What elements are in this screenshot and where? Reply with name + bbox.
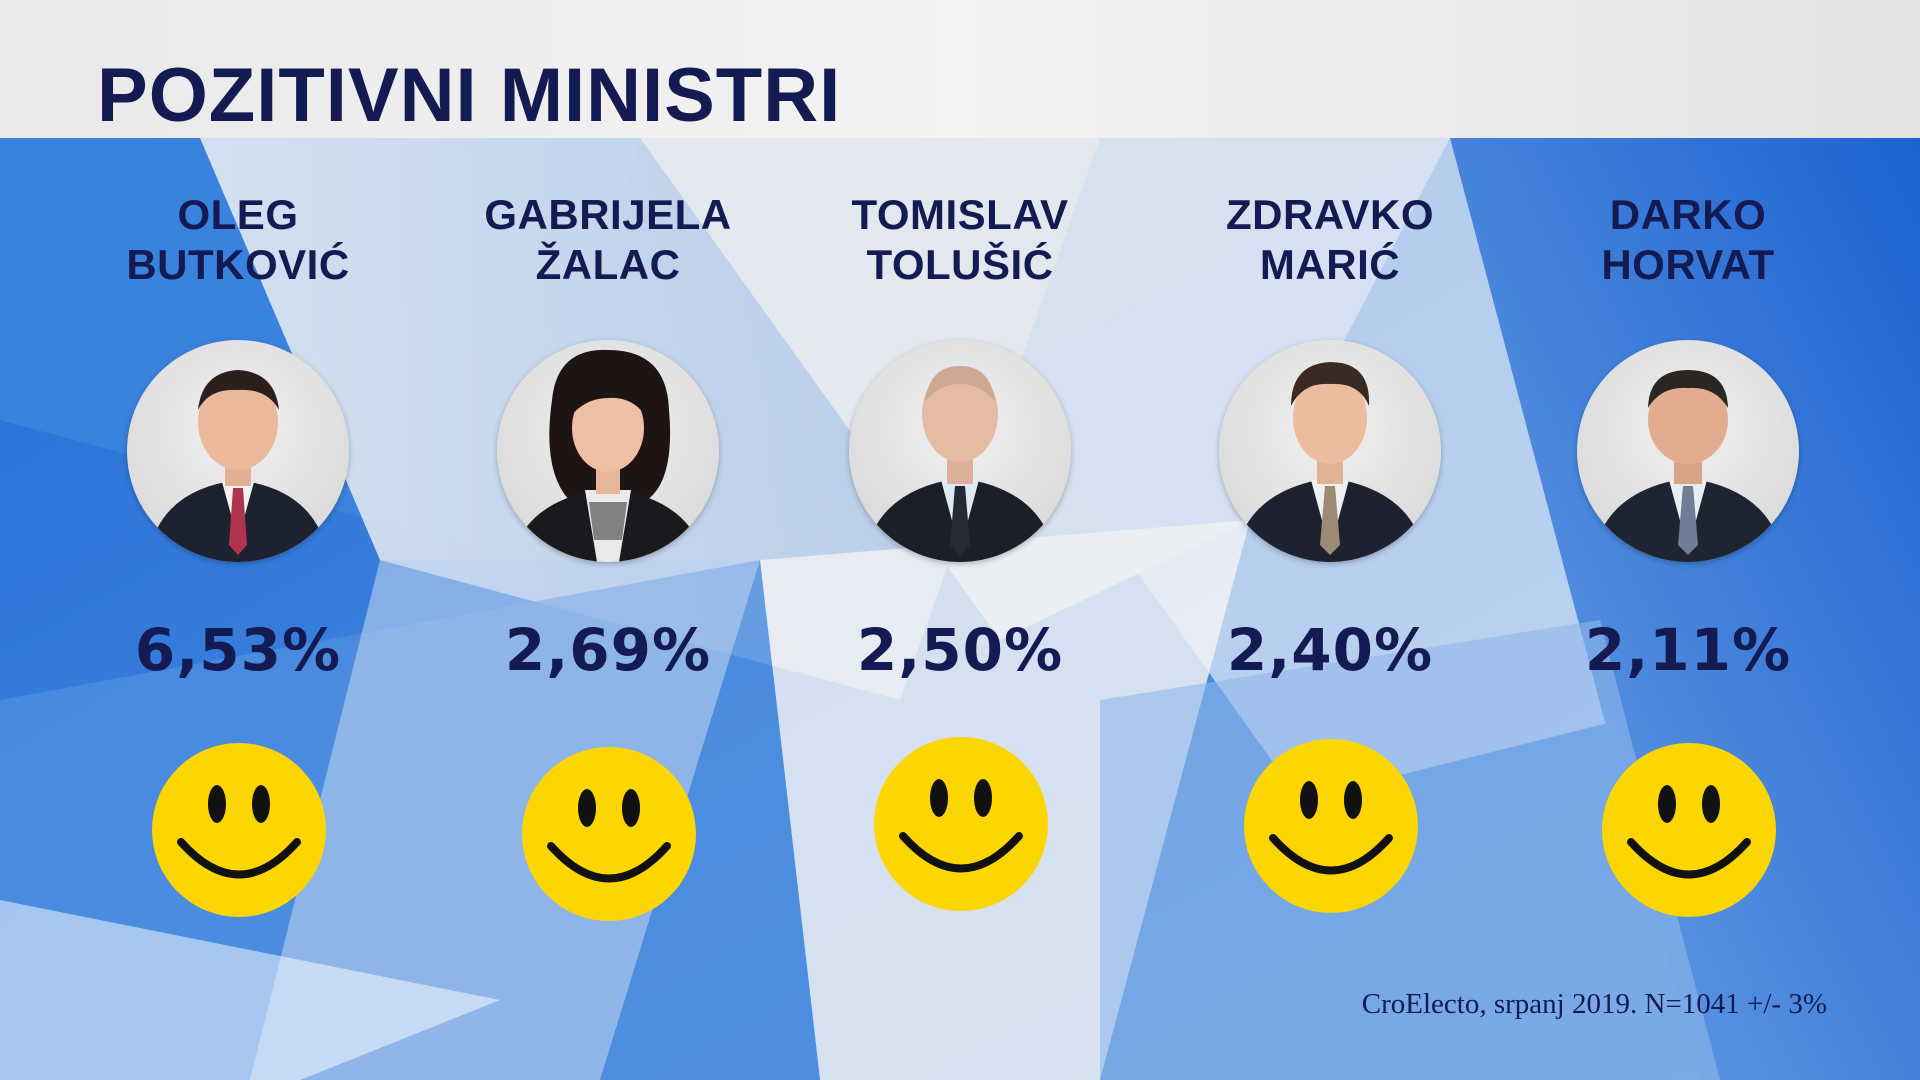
person-photo-icon xyxy=(147,370,329,562)
minister-first-name: TOMISLAV xyxy=(851,191,1069,238)
approval-percent: 2,40% xyxy=(1226,616,1434,684)
minister-first-name: DARKO xyxy=(1609,191,1767,238)
minister-first-name: ZDRAVKO xyxy=(1225,191,1435,238)
person-photo-icon xyxy=(512,349,704,562)
minister-name: GABRIJELA ŽALAC xyxy=(458,190,758,290)
minister-first-name: GABRIJELA xyxy=(484,191,732,238)
approval-percent: 2,50% xyxy=(856,616,1064,684)
minister-last-name: BUTKOVIĆ xyxy=(126,241,350,288)
smiley-face-icon xyxy=(1243,738,1419,914)
person-photo-icon xyxy=(1592,370,1784,562)
minister-name: DARKO HORVAT xyxy=(1538,190,1838,290)
page-title: POZITIVNI MINISTRI xyxy=(97,53,842,138)
smiley-face-icon xyxy=(873,736,1049,912)
smiley-face-icon xyxy=(1601,742,1777,918)
minister-card: TOMISLAV TOLUŠIĆ 2,50% xyxy=(810,0,1110,1080)
approval-percent: 6,53% xyxy=(134,616,342,684)
title-band xyxy=(0,0,1920,138)
minister-name: TOMISLAV TOLUŠIĆ xyxy=(810,190,1110,290)
person-photo-icon xyxy=(1234,362,1426,562)
minister-last-name: MARIĆ xyxy=(1259,241,1401,288)
minister-portrait xyxy=(1219,340,1441,562)
smiley-face-icon xyxy=(151,742,327,918)
approval-percent: 2,69% xyxy=(504,616,712,684)
source-footnote: CroElecto, srpanj 2019. N=1041 +/- 3% xyxy=(1361,988,1827,1020)
smiley-face-icon xyxy=(521,746,697,922)
minister-portrait xyxy=(127,340,349,562)
person-photo-icon xyxy=(864,366,1056,562)
minister-name: ZDRAVKO MARIĆ xyxy=(1180,190,1480,290)
minister-last-name: HORVAT xyxy=(1601,241,1775,288)
minister-card: GABRIJELA ŽALAC 2,69% xyxy=(458,0,758,1080)
minister-portrait xyxy=(497,340,719,562)
minister-card: OLEG BUTKOVIĆ 6,53% xyxy=(88,0,388,1080)
minister-portrait xyxy=(1577,340,1799,562)
minister-portrait xyxy=(849,340,1071,562)
minister-name: OLEG BUTKOVIĆ xyxy=(88,190,388,290)
minister-card: DARKO HORVAT 2,11% xyxy=(1538,0,1838,1080)
minister-card: ZDRAVKO MARIĆ 2,40% xyxy=(1180,0,1480,1080)
minister-last-name: ŽALAC xyxy=(535,241,681,288)
minister-first-name: OLEG xyxy=(177,191,299,238)
minister-last-name: TOLUŠIĆ xyxy=(866,241,1054,288)
approval-percent: 2,11% xyxy=(1584,616,1792,684)
